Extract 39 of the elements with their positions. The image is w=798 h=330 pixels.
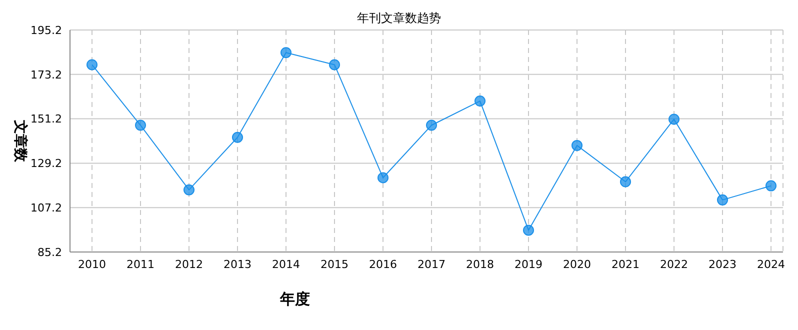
point <box>426 120 437 131</box>
point <box>135 120 146 131</box>
x-tick-label: 2017 <box>418 258 446 271</box>
point <box>717 194 728 206</box>
x-tick-label: 2018 <box>466 258 494 271</box>
point <box>232 132 243 143</box>
point <box>766 180 776 192</box>
x-tick-label: 2016 <box>369 258 397 271</box>
point <box>474 96 486 107</box>
x-tick-label: 2015 <box>320 258 348 271</box>
x-tick-label: 2021 <box>612 258 640 271</box>
y-tick-label: 129.2 <box>30 157 62 170</box>
point <box>329 59 340 70</box>
x-tick-label: 2012 <box>175 258 203 271</box>
point <box>86 59 98 70</box>
point <box>523 224 534 236</box>
point <box>378 172 388 184</box>
point <box>184 184 194 196</box>
y-tick-label: 151.2 <box>30 112 62 126</box>
x-tick-label: 2013 <box>224 258 252 271</box>
point <box>620 176 631 188</box>
point <box>280 47 292 58</box>
x-tick-label: 2010 <box>78 258 106 271</box>
x-tick-label: 2014 <box>272 258 300 271</box>
point <box>572 140 582 151</box>
y-axis-title: 文章数 <box>12 119 30 163</box>
x-tick-label: 2024 <box>757 258 785 271</box>
y-tick-label: 107.2 <box>30 202 62 215</box>
chart-title: 年刊文章数趋势 <box>357 11 441 25</box>
y-tick-label: 173.2 <box>30 68 62 82</box>
point <box>668 114 680 125</box>
y-tick-label: 195.2 <box>30 24 62 37</box>
y-tick-label: 85.2 <box>38 246 62 259</box>
x-tick-label: 2019 <box>514 258 542 271</box>
x-tick-label: 2022 <box>660 258 688 271</box>
x-tick-label: 2020 <box>563 258 591 271</box>
x-tick-label: 2023 <box>708 258 736 271</box>
x-tick-label: 2011 <box>126 258 154 271</box>
x-axis-title: 年度 <box>280 290 310 309</box>
